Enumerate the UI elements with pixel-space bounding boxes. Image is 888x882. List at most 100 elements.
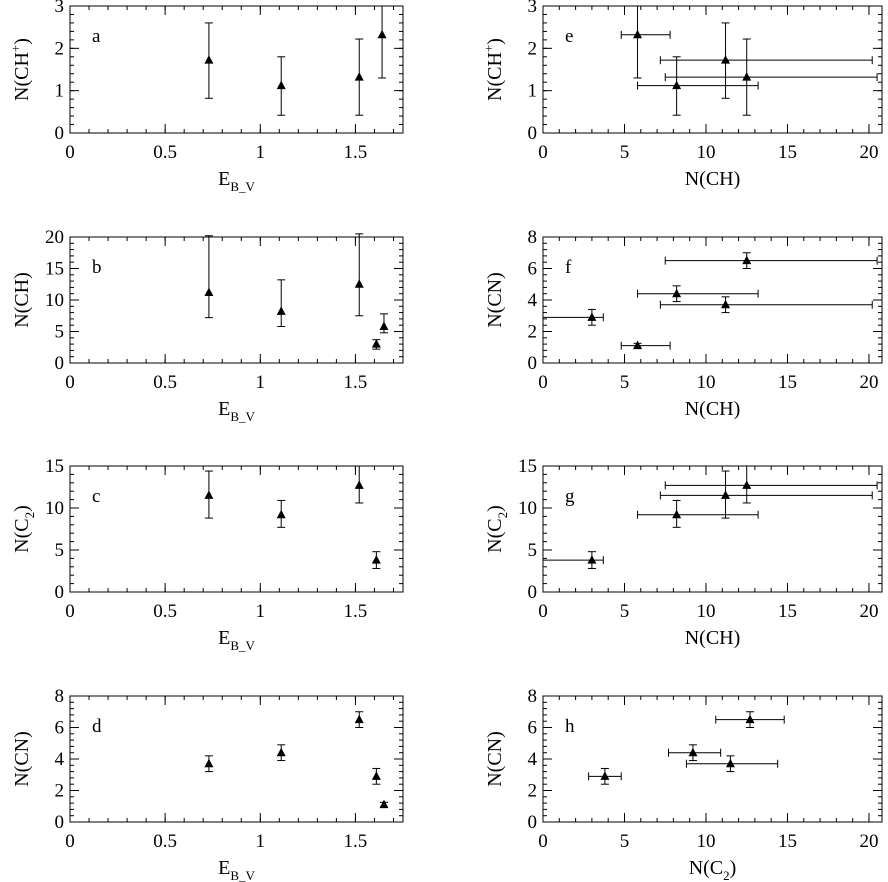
x-tick-label: 0	[65, 601, 75, 622]
panel-d: 0 0.5 1 1.5 0 2 4 6 8 d EB_V N(CN)	[11, 686, 404, 882]
y-tick-label: 6	[55, 718, 65, 739]
x-axis-label: N(CH)	[685, 627, 741, 649]
x-axis-label: N(CH)	[685, 398, 741, 420]
data-point	[204, 755, 214, 773]
x-axis-label: N(CH)	[685, 168, 741, 190]
y-tick-label: 0	[528, 812, 538, 833]
x-tick-label: 0	[65, 142, 75, 163]
x-tick-label: 5	[620, 831, 630, 852]
triangle-marker	[276, 80, 286, 90]
y-tick-label: 2	[528, 322, 538, 343]
y-tick-label: 10	[518, 498, 537, 519]
triangle-marker	[587, 555, 597, 564]
triangle-marker	[742, 480, 752, 489]
y-tick-label: 4	[55, 749, 65, 770]
y-axis-label: N(CH+)	[481, 38, 506, 101]
triangle-marker	[721, 490, 731, 499]
data-point	[354, 711, 364, 728]
y-tick-label: 5	[528, 540, 538, 561]
y-axis-label: N(CH+)	[8, 38, 33, 101]
triangle-marker	[633, 340, 643, 350]
panel-label: e	[565, 26, 573, 47]
triangle-marker	[379, 321, 389, 330]
x-axis-label: EB_V	[218, 398, 255, 424]
y-tick-label: 8	[528, 227, 538, 248]
data-point	[664, 38, 878, 116]
panel-label: a	[92, 26, 101, 47]
triangle-marker	[204, 758, 214, 768]
triangle-marker	[742, 72, 752, 81]
data-point	[667, 744, 722, 762]
x-tick-label: 1	[256, 601, 266, 622]
panel-a: 0 0.5 1 1.5 0 1 2 3 a EB_V N(CH+)	[8, 0, 404, 194]
data-point	[204, 470, 214, 519]
x-tick-label: 10	[696, 372, 715, 393]
x-tick-label: 0.5	[153, 601, 177, 622]
data-point	[637, 56, 759, 116]
panel-frame	[69, 465, 404, 593]
data-point	[276, 56, 286, 116]
x-axis-label: EB_V	[218, 168, 255, 194]
x-tick-label: 1.5	[344, 831, 368, 852]
triangle-marker	[745, 714, 755, 724]
x-tick-label: 0	[65, 831, 75, 852]
data-point	[276, 499, 286, 528]
y-tick-label: 3	[528, 0, 538, 17]
data-point	[377, 5, 387, 79]
panel-label: b	[92, 257, 102, 278]
y-axis-label: N(CN)	[484, 272, 506, 328]
data-point	[685, 755, 779, 773]
y-tick-label: 15	[45, 259, 64, 280]
x-tick-label: 1	[256, 142, 266, 163]
panel-frame	[542, 5, 883, 134]
y-tick-label: 2	[55, 38, 65, 59]
data-point	[354, 233, 364, 317]
data-point	[379, 313, 389, 334]
panel-frame	[542, 695, 883, 823]
data-point	[379, 799, 389, 809]
x-tick-label: 20	[859, 831, 878, 852]
y-tick-label: 10	[45, 290, 64, 311]
triangle-marker	[354, 480, 364, 489]
triangle-marker	[276, 306, 286, 315]
triangle-marker	[276, 509, 286, 519]
data-point	[659, 296, 873, 314]
x-tick-label: 0.5	[153, 142, 177, 163]
data-point	[354, 38, 364, 116]
y-axis-label: N(C2)	[484, 505, 510, 553]
x-tick-label: 1.5	[344, 142, 368, 163]
y-tick-label: 2	[55, 781, 65, 802]
x-tick-label: 20	[859, 601, 878, 622]
data-point	[659, 22, 873, 99]
y-tick-label: 8	[55, 686, 65, 707]
x-tick-label: 20	[859, 372, 878, 393]
panel-frame	[542, 465, 883, 593]
x-tick-label: 10	[696, 831, 715, 852]
x-tick-label: 0	[538, 142, 548, 163]
panel-label: f	[565, 257, 572, 278]
data-point	[542, 308, 604, 326]
y-tick-label: 6	[528, 259, 538, 280]
y-tick-label: 0	[55, 353, 65, 374]
triangle-marker	[379, 799, 389, 809]
panel-label: h	[565, 716, 575, 737]
triangle-marker	[371, 771, 381, 780]
y-tick-label: 4	[528, 749, 538, 770]
triangle-marker	[371, 339, 381, 348]
data-point	[204, 22, 214, 99]
triangle-marker	[672, 80, 682, 90]
panel-label: c	[92, 486, 100, 507]
y-tick-label: 0	[55, 582, 65, 603]
x-tick-label: 20	[859, 142, 878, 163]
data-point	[620, 5, 671, 79]
x-tick-label: 1	[256, 831, 266, 852]
triangle-marker	[633, 29, 643, 39]
y-axis-label: N(CN)	[11, 731, 33, 787]
x-tick-label: 15	[778, 831, 797, 852]
x-axis-label: EB_V	[218, 627, 255, 653]
y-tick-label: 0	[55, 812, 65, 833]
y-tick-label: 1	[528, 81, 538, 102]
data-point	[664, 252, 878, 269]
x-axis-label: N(C2)	[689, 857, 737, 882]
